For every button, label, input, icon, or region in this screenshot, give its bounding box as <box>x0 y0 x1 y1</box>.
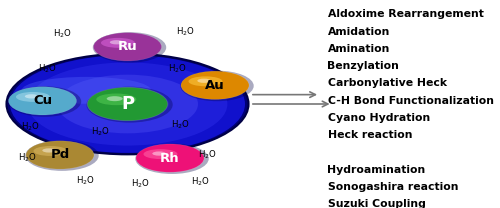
Ellipse shape <box>88 87 168 121</box>
Ellipse shape <box>28 62 228 146</box>
Text: Sonogashira reaction: Sonogashira reaction <box>328 182 458 192</box>
Ellipse shape <box>8 86 81 117</box>
Ellipse shape <box>106 96 122 101</box>
Text: H$_2$O: H$_2$O <box>176 26 195 38</box>
Text: Ru: Ru <box>118 40 138 53</box>
Text: Pd: Pd <box>50 149 70 161</box>
Ellipse shape <box>10 55 245 153</box>
Ellipse shape <box>93 32 166 63</box>
Text: H$_2$O: H$_2$O <box>20 121 40 133</box>
Ellipse shape <box>86 87 168 121</box>
Ellipse shape <box>152 151 166 156</box>
Text: Cyano Hydration: Cyano Hydration <box>328 113 430 123</box>
Text: H$_2$O: H$_2$O <box>53 27 72 40</box>
Ellipse shape <box>136 144 208 174</box>
Ellipse shape <box>94 33 162 61</box>
Text: P: P <box>121 95 134 113</box>
Text: Amidation: Amidation <box>328 27 390 37</box>
Text: H$_2$O: H$_2$O <box>198 149 217 161</box>
Ellipse shape <box>110 40 124 44</box>
Ellipse shape <box>86 87 172 123</box>
Text: Hydroamination: Hydroamination <box>328 165 426 175</box>
Ellipse shape <box>22 77 151 104</box>
Ellipse shape <box>34 146 68 156</box>
Ellipse shape <box>16 92 50 102</box>
Ellipse shape <box>42 148 56 152</box>
Text: H$_2$O: H$_2$O <box>130 177 150 190</box>
Text: Benzylation: Benzylation <box>328 61 400 71</box>
Text: H$_2$O: H$_2$O <box>18 152 37 164</box>
Text: H$_2$O: H$_2$O <box>38 62 57 75</box>
Text: H$_2$O: H$_2$O <box>76 175 94 187</box>
Ellipse shape <box>180 71 254 101</box>
Ellipse shape <box>144 149 178 159</box>
Ellipse shape <box>136 144 204 172</box>
Ellipse shape <box>181 71 249 99</box>
Text: H$_2$O: H$_2$O <box>190 176 210 188</box>
Ellipse shape <box>198 79 211 83</box>
Text: Cu: Cu <box>33 94 52 107</box>
Ellipse shape <box>57 75 198 133</box>
Ellipse shape <box>188 76 222 86</box>
Text: Rh: Rh <box>160 152 180 165</box>
Text: H$_2$O: H$_2$O <box>90 126 110 138</box>
Text: C-H Bond Functionalization: C-H Bond Functionalization <box>328 96 494 106</box>
Ellipse shape <box>8 87 76 115</box>
Ellipse shape <box>26 141 94 169</box>
Text: Carbonylative Heck: Carbonylative Heck <box>328 78 446 88</box>
Text: Aldoxime Rearrangement: Aldoxime Rearrangement <box>328 9 484 19</box>
Ellipse shape <box>26 140 99 171</box>
Text: Suzuki Coupling: Suzuki Coupling <box>328 199 426 208</box>
Ellipse shape <box>96 94 136 105</box>
Text: H$_2$O: H$_2$O <box>170 119 190 131</box>
Text: H$_2$O: H$_2$O <box>168 62 187 75</box>
Text: Au: Au <box>205 79 225 92</box>
Ellipse shape <box>6 54 248 154</box>
Ellipse shape <box>101 38 135 48</box>
Ellipse shape <box>25 94 38 98</box>
Text: Heck reaction: Heck reaction <box>328 130 412 140</box>
Text: Amination: Amination <box>328 44 390 54</box>
